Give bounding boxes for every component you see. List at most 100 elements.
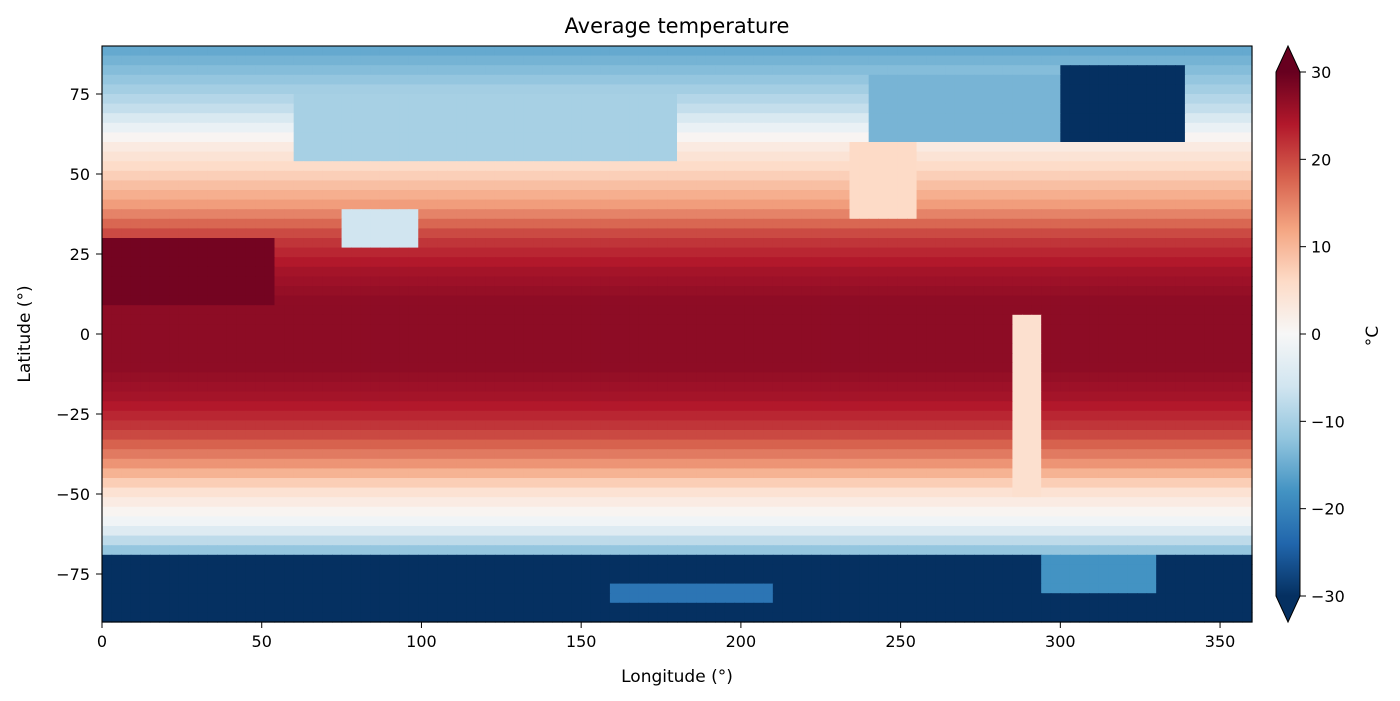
- heatmap-cell: [399, 295, 410, 306]
- heatmap-cell: [935, 199, 946, 210]
- heatmap-cell: [820, 46, 831, 57]
- heatmap-cell: [427, 391, 439, 402]
- heatmap-cell: [427, 170, 439, 181]
- heatmap-cell: [1060, 94, 1071, 105]
- heatmap-cell: [1031, 46, 1042, 57]
- heatmap-cell: [1165, 132, 1176, 143]
- heatmap-cell: [590, 84, 601, 95]
- heatmap-cell: [648, 430, 659, 441]
- heatmap-cell: [121, 84, 132, 95]
- heatmap-cell: [427, 266, 439, 277]
- heatmap-cell: [1098, 324, 1109, 335]
- heatmap-cell: [590, 362, 601, 373]
- heatmap-cell: [983, 74, 994, 85]
- heatmap-cell: [504, 430, 515, 441]
- heatmap-cell: [648, 46, 659, 57]
- heatmap-cell: [456, 113, 467, 124]
- heatmap-cell: [571, 401, 582, 412]
- heatmap-cell: [945, 55, 956, 66]
- heatmap-cell: [638, 372, 649, 383]
- heatmap-cell: [954, 228, 966, 239]
- heatmap-cell: [437, 391, 448, 402]
- heatmap-cell: [686, 161, 697, 172]
- heatmap-cell: [427, 46, 439, 57]
- heatmap-cell: [1031, 122, 1042, 133]
- heatmap-cell: [236, 161, 247, 172]
- heatmap-cell: [111, 266, 122, 277]
- heatmap-cell: [1098, 132, 1109, 143]
- heatmap-cell: [456, 228, 467, 239]
- heatmap-cell: [811, 199, 822, 210]
- heatmap-cell: [1156, 257, 1167, 268]
- heatmap-cell: [1184, 286, 1196, 297]
- heatmap-cell: [102, 161, 113, 172]
- heatmap-cell: [1098, 65, 1109, 76]
- heatmap-cell: [303, 209, 314, 220]
- heatmap-cell: [1204, 410, 1215, 421]
- heatmap-cell: [801, 410, 812, 421]
- heatmap-cell: [217, 295, 228, 306]
- heatmap-cell: [1242, 190, 1253, 201]
- heatmap-cell: [1022, 74, 1033, 85]
- heatmap-cell: [1156, 238, 1167, 249]
- heatmap-cell: [159, 247, 170, 258]
- heatmap-cell: [983, 218, 994, 229]
- heatmap-cell: [609, 199, 621, 210]
- heatmap-cell: [600, 382, 611, 393]
- heatmap-cell: [954, 334, 966, 345]
- heatmap-cell: [1002, 295, 1014, 306]
- heatmap-cell: [705, 218, 716, 229]
- heatmap-cell: [399, 343, 410, 354]
- heatmap-cell: [1089, 161, 1100, 172]
- heatmap-cell: [935, 401, 946, 412]
- heatmap-cell: [1242, 286, 1253, 297]
- heatmap-cell: [667, 382, 678, 393]
- heatmap-cell: [1194, 209, 1205, 220]
- heatmap-cell: [1146, 132, 1157, 143]
- heatmap-cell: [1146, 94, 1157, 105]
- heatmap-cell: [734, 190, 745, 201]
- heatmap-cell: [667, 65, 678, 76]
- heatmap-cell: [926, 113, 937, 124]
- heatmap-cell: [322, 343, 333, 354]
- heatmap-cell: [523, 84, 534, 95]
- heatmap-cell: [983, 228, 994, 239]
- heatmap-cell: [868, 324, 879, 335]
- heatmap-cell: [1079, 55, 1090, 66]
- heatmap-cell: [705, 420, 716, 431]
- heatmap-cell: [1002, 247, 1014, 258]
- heatmap-cell: [887, 372, 899, 383]
- heatmap-cell: [667, 295, 678, 306]
- heatmap-cell: [475, 420, 486, 431]
- heatmap-cell: [782, 439, 793, 450]
- heatmap-cell: [562, 430, 573, 441]
- heatmap-cell: [897, 430, 908, 441]
- heatmap-cell: [1060, 122, 1071, 133]
- heatmap-cell: [111, 113, 122, 124]
- heatmap-cell: [399, 420, 410, 431]
- heatmap-cell: [839, 74, 851, 85]
- heatmap-cell: [590, 334, 601, 345]
- heatmap-cell: [763, 65, 774, 76]
- heatmap-cell: [830, 103, 841, 114]
- heatmap-cell: [1184, 372, 1196, 383]
- heatmap-cell: [734, 46, 745, 57]
- heatmap-cell: [993, 372, 1004, 383]
- heatmap-cell: [1012, 420, 1023, 431]
- heatmap-cell: [504, 151, 515, 162]
- heatmap-cell: [945, 305, 956, 316]
- heatmap-cell: [993, 362, 1004, 373]
- heatmap-cell: [102, 430, 113, 441]
- heatmap-cell: [370, 209, 381, 220]
- heatmap-cell: [399, 334, 410, 345]
- heatmap-cell: [648, 353, 659, 364]
- heatmap-cell: [351, 238, 362, 249]
- heatmap-cell: [820, 228, 831, 239]
- heatmap-cell: [648, 170, 659, 181]
- heatmap-cell: [533, 46, 544, 57]
- heatmap-cell: [523, 410, 534, 421]
- heatmap-cell: [600, 420, 611, 431]
- heatmap-cell: [1232, 122, 1244, 133]
- heatmap-cell: [399, 353, 410, 364]
- heatmap-cell: [140, 228, 151, 239]
